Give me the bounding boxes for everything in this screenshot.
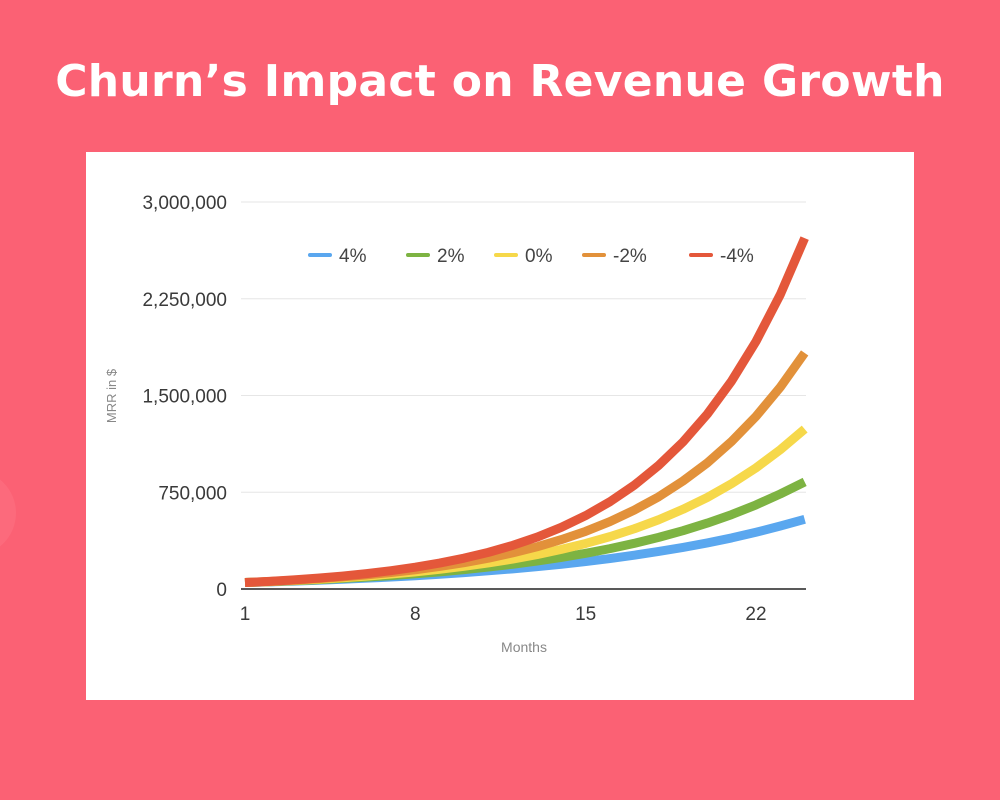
legend-label: 4% [339,246,367,267]
legend-item: 4% [308,246,367,267]
x-axis-label: Months [501,639,547,655]
y-tick-label: 1,500,000 [142,387,227,408]
chart-card: 0 750,000 1,500,000 2,250,000 3,000,000 1 8 15… [86,152,914,700]
legend: 4% 2% 0% -2% -4% [308,246,754,267]
legend-item: 2% [406,246,465,267]
legend-label: -4% [720,246,754,267]
y-axis-label: MRR in $ [104,368,119,423]
legend-label: -2% [613,246,647,267]
legend-item: -4% [689,246,754,267]
decorative-circle [0,470,16,556]
line-chart: 0 750,000 1,500,000 2,250,000 3,000,000 1 8 15… [104,193,809,655]
series-line-neg4pct [244,236,809,588]
x-tick-label: 15 [575,604,596,625]
x-tick-label: 8 [410,604,421,625]
y-tick-label: 2,250,000 [142,290,227,311]
y-tick-label: 3,000,000 [142,193,227,214]
y-axis-ticks: 0 750,000 1,500,000 2,250,000 3,000,000 [142,193,227,601]
x-tick-label: 22 [745,604,766,625]
x-axis-ticks: 1 8 15 22 [240,604,767,625]
page-title: Churn’s Impact on Revenue Growth [55,56,945,107]
y-tick-label: 750,000 [158,483,227,504]
y-tick-label: 0 [216,580,227,601]
series-line-neg2pct [244,350,809,588]
legend-label: 0% [525,246,553,267]
x-tick-label: 1 [240,604,251,625]
series-lines [244,236,809,588]
legend-item: -2% [582,246,647,267]
legend-label: 2% [437,246,465,267]
legend-item: 0% [494,246,553,267]
